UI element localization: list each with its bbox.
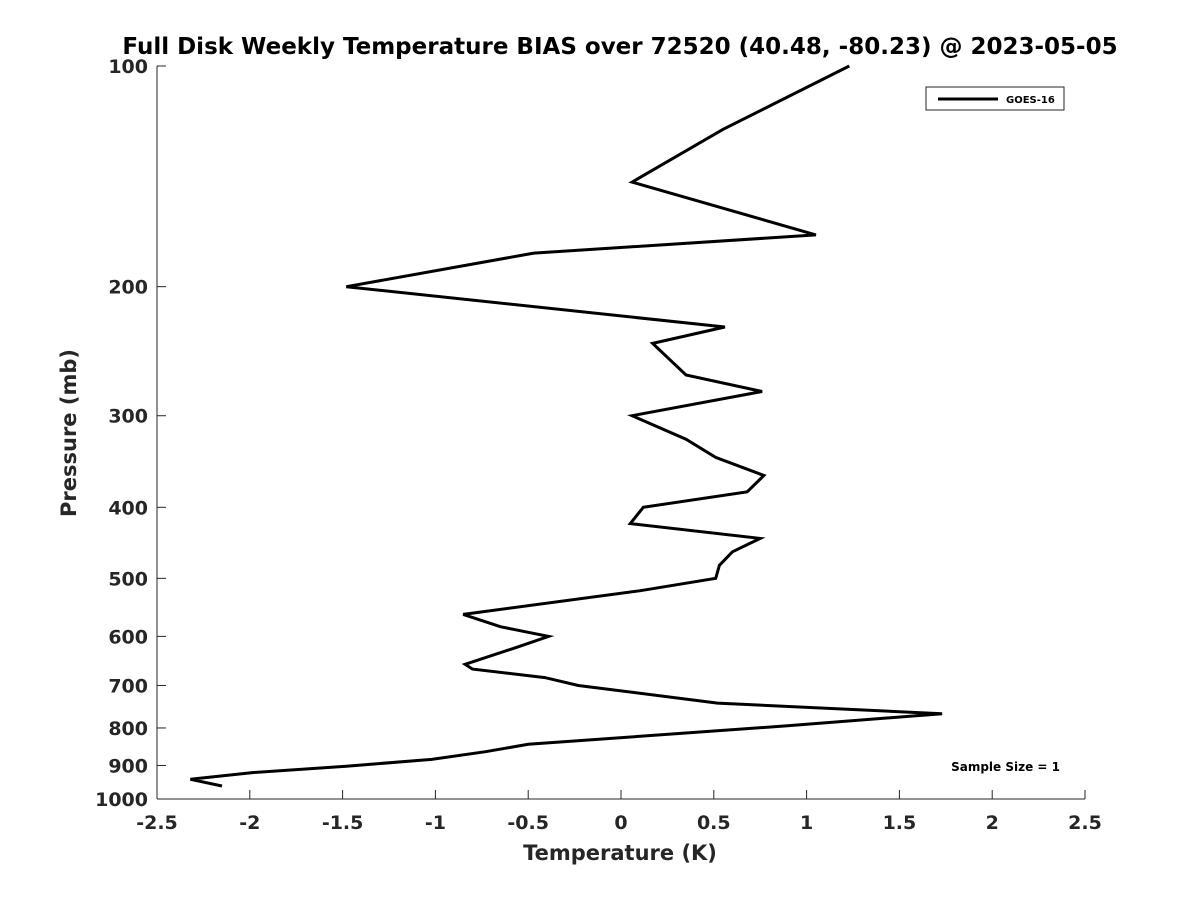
y-tick-label: 600 [108,626,148,648]
x-tick-label: 1.5 [883,812,917,834]
x-tick-label: -1.5 [322,812,364,834]
x-tick-label: 0 [614,812,627,834]
x-tick-label: -2 [239,812,260,834]
y-tick-label: 700 [108,675,148,697]
y-axis-label: Pressure (mb) [57,349,81,517]
y-tick-label: 800 [108,718,148,740]
y-tick-label: 500 [108,568,148,590]
chart-title: Full Disk Weekly Temperature BIAS over 7… [122,34,1117,60]
series-line-goes-16 [190,64,943,788]
legend-label: GOES-16 [1006,95,1055,106]
x-tick-label: 2.5 [1068,812,1102,834]
series-lines [190,64,943,788]
x-axis-ticks: -2.5 -2 -1.5 -1 -0.5 0 0.5 1 1.5 2 2.5 [136,790,1102,834]
x-tick-label: -1 [425,812,446,834]
y-tick-label: 1000 [95,789,148,811]
y-tick-label: 200 [108,277,148,299]
y-tick-label: 300 [108,406,148,428]
x-tick-label: -0.5 [507,812,549,834]
x-tick-label: 1 [800,812,813,834]
x-axis-label: Temperature (K) [523,841,717,865]
sample-size-annotation: Sample Size = 1 [951,760,1060,774]
x-tick-label: 2 [986,812,999,834]
y-tick-label: 400 [108,497,148,519]
y-tick-label: 900 [108,755,148,777]
y-axis-ticks: 100 200 300 400 500 600 700 800 900 1000 [95,56,166,811]
y-tick-label: 100 [108,56,148,78]
legend: GOES-16 [925,86,1065,111]
x-tick-label: -2.5 [136,812,178,834]
x-tick-label: 0.5 [697,812,731,834]
